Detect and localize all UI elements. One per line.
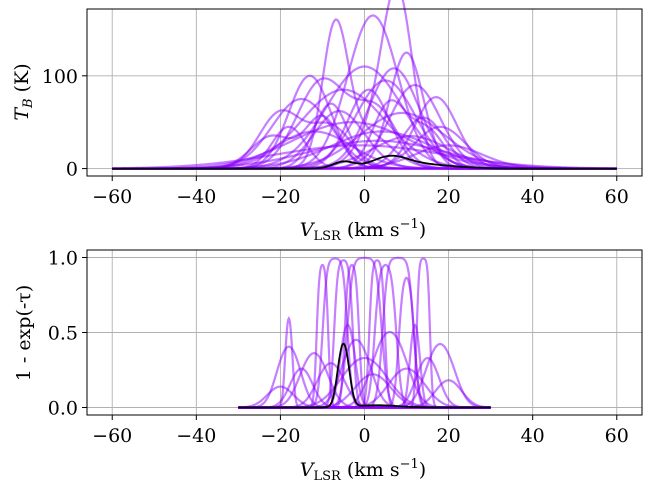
bottom-grid	[87, 250, 642, 415]
x-tick-label: 60	[605, 425, 629, 447]
sample-curve	[112, 144, 617, 170]
x-tick-label: −20	[260, 186, 300, 208]
panel-bottom-optical-depth: −60 −40 −20 0 20 40 600.00.51.0 VLSR (km s−1) …	[13, 248, 643, 484]
mean-curve	[238, 342, 491, 409]
x-tick-label: 60	[605, 186, 629, 208]
y-tick-label: 0	[66, 159, 78, 181]
y-tick-label: 0.5	[48, 323, 78, 345]
bottom-y-axis-label: 1 - exp(-τ)	[13, 285, 35, 381]
x-tick-label: −40	[176, 186, 216, 208]
x-tick-label: 40	[521, 186, 545, 208]
x-tick-label: 20	[436, 425, 460, 447]
top-mean-curve	[112, 154, 617, 170]
bottom-ticks: −60 −40 −20 0 20 40 60 0.0 0.5 1.0	[48, 248, 629, 448]
x-tick-label: 40	[521, 425, 545, 447]
x-tick-label: 0	[358, 186, 370, 208]
x-tick-label: 20	[436, 186, 460, 208]
x-tick-label: −60	[92, 186, 132, 208]
x-tick-label: 0	[358, 425, 370, 447]
top-ticks: −60 −40 −20 0 20 40 60 0 100	[42, 66, 629, 208]
mean-curve	[112, 154, 617, 170]
x-tick-label: −40	[176, 425, 216, 447]
y-tick-label: 0.0	[48, 398, 78, 420]
x-tick-label: −60	[92, 425, 132, 447]
bottom-mean-curve	[238, 342, 491, 409]
panel-top-brightness-temperature: −60 −40 −20 0 20 40 60 0 100 VLSR (km s−1) TB (K…	[11, 0, 643, 244]
top-x-axis-label: VLSR (km s−1)	[300, 217, 426, 244]
bottom-x-axis-label: VLSR (km s−1)	[300, 457, 426, 484]
top-y-axis-label: TB (K)	[11, 63, 36, 120]
y-tick-label: 1.0	[48, 248, 78, 270]
x-tick-label: −20	[260, 425, 300, 447]
y-tick-label: 100	[42, 66, 78, 88]
